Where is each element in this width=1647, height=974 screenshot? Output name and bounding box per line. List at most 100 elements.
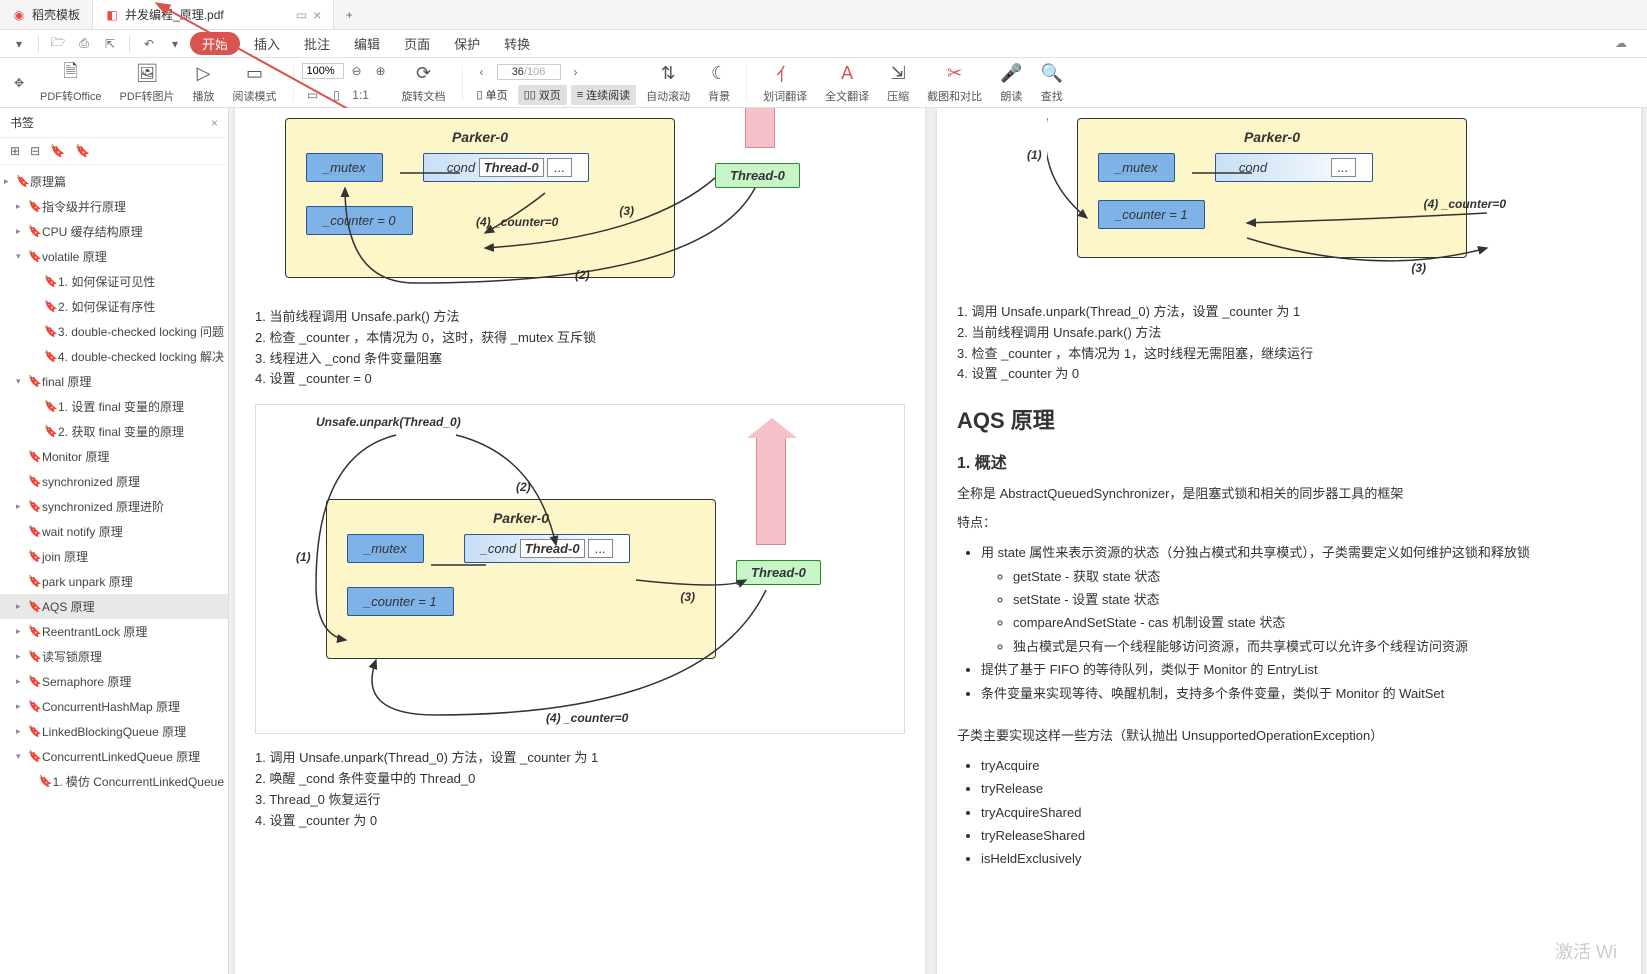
edge-label: (2) xyxy=(575,268,590,282)
zoom-out-icon[interactable]: ⊖ xyxy=(346,60,368,82)
outline-item[interactable]: ▸🔖synchronized 原理进阶 xyxy=(0,494,228,519)
outline-tree: ▸🔖原理篇▸🔖指令级并行原理▸🔖CPU 缓存结构原理▾🔖volatile 原理🔖… xyxy=(0,165,228,974)
collapse-icon[interactable]: ⊟ xyxy=(30,144,40,158)
rotate-button[interactable]: ⟳旋转文档 xyxy=(394,62,454,104)
zoom-in-icon[interactable]: ⊕ xyxy=(370,60,392,82)
zoom-input[interactable] xyxy=(302,63,344,79)
outline-item[interactable]: ▸🔖ConcurrentHashMap 原理 xyxy=(0,694,228,719)
tab-label: 并发编程_原理.pdf xyxy=(125,6,224,23)
read-mode-button[interactable]: ▭阅读模式 xyxy=(225,62,285,104)
pdf-to-image-button[interactable]: 🖼PDF转图片 xyxy=(112,62,183,104)
actual-size-icon[interactable]: 1:1 xyxy=(350,84,372,106)
outline-item[interactable]: ▸🔖AQS 原理 xyxy=(0,594,228,619)
pdf-to-office-button[interactable]: 🗎PDF转Office xyxy=(32,62,110,104)
cloud-icon[interactable]: ☁ xyxy=(1615,36,1627,50)
menu-convert[interactable]: 转换 xyxy=(494,34,540,53)
image-icon: 🖼 xyxy=(136,62,159,86)
add-tab-button[interactable]: + xyxy=(334,0,364,29)
translate-icon: ⺅ xyxy=(776,62,794,86)
outline-item[interactable]: 🔖2. 如何保证有序性 xyxy=(0,294,228,319)
counter-node: _counter = 1 xyxy=(1098,200,1205,229)
menu-page[interactable]: 页面 xyxy=(394,34,440,53)
word-translate-button[interactable]: ⺅划词翻译 xyxy=(755,62,815,104)
outline-item[interactable]: ▾🔖final 原理 xyxy=(0,369,228,394)
menu-edit[interactable]: 编辑 xyxy=(344,34,390,53)
expand-icon[interactable]: ⊞ xyxy=(10,144,20,158)
page-input[interactable]: 36/106 xyxy=(497,64,561,80)
hand-icon[interactable]: ✥ xyxy=(8,72,30,94)
compress-button[interactable]: ⇲压缩 xyxy=(879,62,917,104)
outline-item[interactable]: 🔖1. 模仿 ConcurrentLinkedQueue xyxy=(0,769,228,794)
prev-page-icon[interactable]: ‹ xyxy=(471,61,493,83)
outline-item[interactable]: 🔖Monitor 原理 xyxy=(0,444,228,469)
double-page-button[interactable]: ▯▯ 双页 xyxy=(518,85,567,105)
outline-item[interactable]: 🔖join 原理 xyxy=(0,544,228,569)
thread-node: Thread-0 xyxy=(715,163,800,188)
parker-diagram-1: Parker-0 _mutex _cond Thread-0 ... _coun… xyxy=(285,118,675,278)
outline-item[interactable]: ▸🔖原理篇 xyxy=(0,169,228,194)
menu-start[interactable]: 开始 xyxy=(190,32,240,55)
outline-item[interactable]: ▸🔖ReentrantLock 原理 xyxy=(0,619,228,644)
outline-item[interactable]: ▸🔖LinkedBlockingQueue 原理 xyxy=(0,719,228,744)
continuous-button[interactable]: ≡ 连续阅读 xyxy=(571,85,636,105)
tab-document[interactable]: ◧ 并发编程_原理.pdf ▭ × xyxy=(93,0,334,29)
full-translate-button[interactable]: A全文翻译 xyxy=(817,62,877,104)
outline-item[interactable]: 🔖3. double-checked locking 问题 xyxy=(0,319,228,344)
compress-icon: ⇲ xyxy=(891,62,906,86)
edge-label: (4) _counter=0 xyxy=(546,711,628,725)
redo-icon[interactable]: ▾ xyxy=(164,33,186,55)
diagram-title: Parker-0 xyxy=(1088,129,1456,145)
fit-page-icon[interactable]: ▯ xyxy=(326,84,348,106)
outline-item[interactable]: ▾🔖volatile 原理 xyxy=(0,244,228,269)
tab-bar: ◉ 稻壳模板 ◧ 并发编程_原理.pdf ▭ × + xyxy=(0,0,1647,30)
outline-item[interactable]: 🔖4. double-checked locking 解决 xyxy=(0,344,228,369)
export-icon[interactable]: ⇱ xyxy=(99,33,121,55)
edge-label: (1) xyxy=(296,550,311,564)
undo-icon[interactable]: ↶ xyxy=(138,33,160,55)
tab-templates[interactable]: ◉ 稻壳模板 xyxy=(0,0,93,29)
find-button[interactable]: 🔍查找 xyxy=(1033,62,1071,104)
sidebar-title: 书签 xyxy=(10,114,34,131)
document-viewport[interactable]: Parker-0 _mutex _cond Thread-0 ... _coun… xyxy=(229,108,1647,974)
counter-node: _counter = 1 xyxy=(347,587,454,616)
background-button[interactable]: ☾背景 xyxy=(700,62,738,104)
edge-label: (4) _counter=0 xyxy=(476,215,558,229)
outline-item[interactable]: 🔖synchronized 原理 xyxy=(0,469,228,494)
rotate-icon: ⟳ xyxy=(416,62,431,86)
single-page-button[interactable]: ▯ 单页 xyxy=(471,85,514,105)
play-icon: ▷ xyxy=(197,62,211,86)
menu-insert[interactable]: 插入 xyxy=(244,34,290,53)
paragraph: 全称是 AbstractQueuedSynchronizer，是阻塞式锁和相关的… xyxy=(957,483,1621,502)
outline-item[interactable]: ▸🔖CPU 缓存结构原理 xyxy=(0,219,228,244)
outline-item[interactable]: ▾🔖ConcurrentLinkedQueue 原理 xyxy=(0,744,228,769)
menu-protect[interactable]: 保护 xyxy=(444,34,490,53)
close-icon[interactable]: × xyxy=(211,116,218,130)
menu-icon[interactable]: ▾ xyxy=(8,33,30,55)
next-page-icon[interactable]: › xyxy=(565,61,587,83)
bookmark-icon[interactable]: 🔖 xyxy=(50,144,65,158)
outline-item[interactable]: ▸🔖读写锁原理 xyxy=(0,644,228,669)
moon-icon: ☾ xyxy=(711,62,727,86)
book-icon: ▭ xyxy=(246,62,263,86)
outline-item[interactable]: ▸🔖指令级并行原理 xyxy=(0,194,228,219)
menu-comment[interactable]: 批注 xyxy=(294,34,340,53)
edge-label: (3) xyxy=(1411,261,1426,275)
outline-item[interactable]: 🔖wait notify 原理 xyxy=(0,519,228,544)
open-icon[interactable]: 🗁 xyxy=(47,33,69,55)
read-aloud-button[interactable]: 🎤朗读 xyxy=(992,62,1030,104)
bookmark-add-icon[interactable]: 🔖 xyxy=(75,144,90,158)
print-icon[interactable]: ⎙ xyxy=(73,33,95,55)
outline-item[interactable]: 🔖1. 如何保证可见性 xyxy=(0,269,228,294)
screenshot-button[interactable]: ✂截图和对比 xyxy=(919,62,990,104)
diagram-title: Parker-0 xyxy=(337,510,705,526)
outline-item[interactable]: 🔖park unpark 原理 xyxy=(0,569,228,594)
outline-item[interactable]: ▸🔖Semaphore 原理 xyxy=(0,669,228,694)
fit-width-icon[interactable]: ▭ xyxy=(302,84,324,106)
tab-menu-icon[interactable]: ▭ xyxy=(296,8,307,22)
mutex-node: _mutex xyxy=(306,153,383,182)
play-button[interactable]: ▷播放 xyxy=(185,62,223,104)
close-icon[interactable]: × xyxy=(313,7,321,23)
outline-item[interactable]: 🔖2. 获取 final 变量的原理 xyxy=(0,419,228,444)
outline-item[interactable]: 🔖1. 设置 final 变量的原理 xyxy=(0,394,228,419)
autoscroll-button[interactable]: ⇅自动滚动 xyxy=(638,62,698,104)
